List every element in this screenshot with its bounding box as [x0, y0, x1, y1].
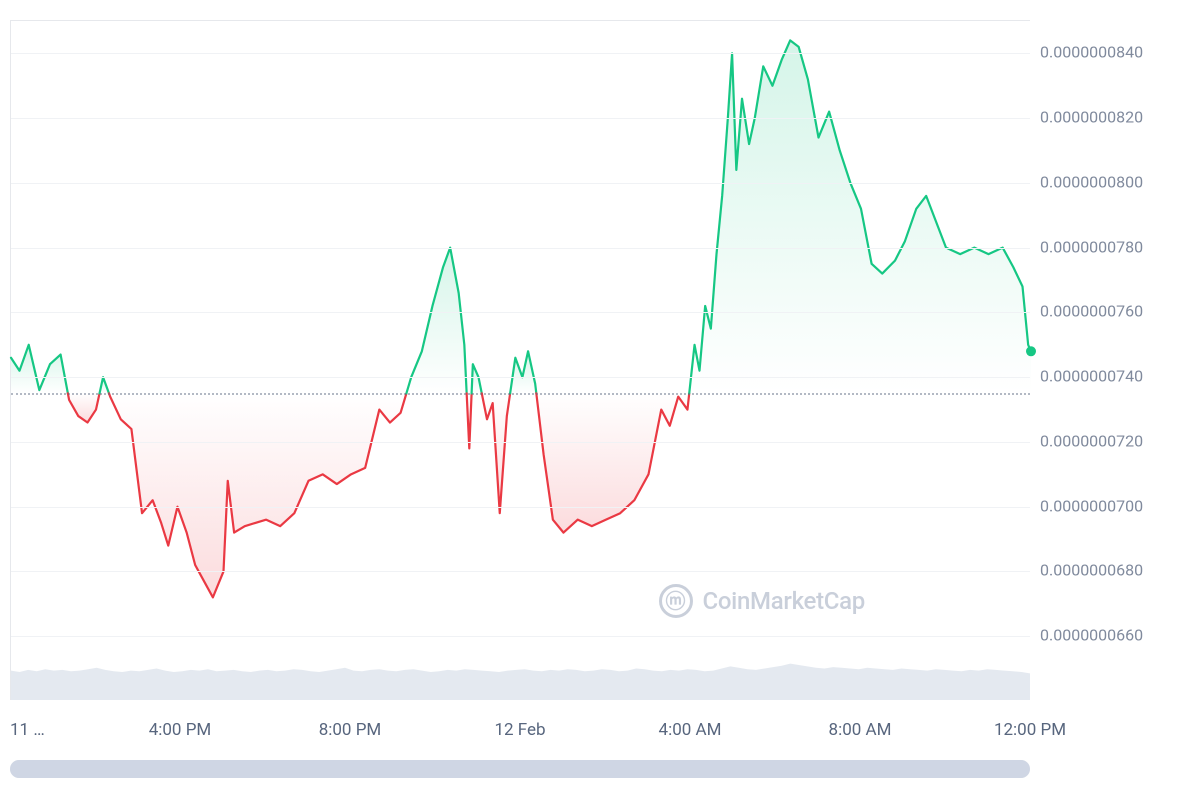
time-scrollbar-thumb[interactable]: [10, 760, 1030, 778]
x-tick-label: 4:00 AM: [659, 720, 722, 740]
y-tick-label: 0.0000000660: [1040, 626, 1143, 645]
grid-line: [11, 183, 1030, 184]
baseline: [11, 393, 1030, 395]
y-tick-label: 0.0000000760: [1040, 302, 1143, 321]
grid-line: [11, 248, 1030, 249]
x-tick-label: 12 Feb: [494, 720, 545, 740]
x-tick-label: 8:00 AM: [829, 720, 892, 740]
grid-line: [11, 118, 1030, 119]
x-tick-label: 11 …: [10, 720, 45, 740]
x-tick-label: 8:00 PM: [319, 720, 382, 740]
price-line-svg: [11, 21, 1030, 700]
x-tick-label: 12:00 PM: [994, 720, 1066, 740]
y-tick-label: 0.0000000800: [1040, 172, 1143, 191]
y-tick-label: 0.0000000840: [1040, 43, 1143, 62]
grid-line: [11, 312, 1030, 313]
grid-line: [11, 53, 1030, 54]
price-chart[interactable]: ⓜ CoinMarketCap 0.0000000840 0.0000000820…: [0, 0, 1200, 800]
grid-line: [11, 377, 1030, 378]
y-tick-label: 0.0000000780: [1040, 237, 1143, 256]
x-tick-label: 4:00 PM: [149, 720, 212, 740]
y-tick-label: 0.0000000820: [1040, 108, 1143, 127]
plot-area[interactable]: ⓜ CoinMarketCap: [10, 20, 1030, 700]
y-tick-label: 0.0000000680: [1040, 561, 1143, 580]
grid-line: [11, 571, 1030, 572]
grid-line: [11, 636, 1030, 637]
grid-line: [11, 507, 1030, 508]
volume-svg: [11, 630, 1030, 700]
y-tick-label: 0.0000000740: [1040, 367, 1143, 386]
time-scrollbar[interactable]: [10, 760, 1030, 778]
volume-strip: [11, 630, 1030, 700]
grid-line: [11, 442, 1030, 443]
y-tick-label: 0.0000000720: [1040, 431, 1143, 450]
y-tick-label: 0.0000000700: [1040, 496, 1143, 515]
